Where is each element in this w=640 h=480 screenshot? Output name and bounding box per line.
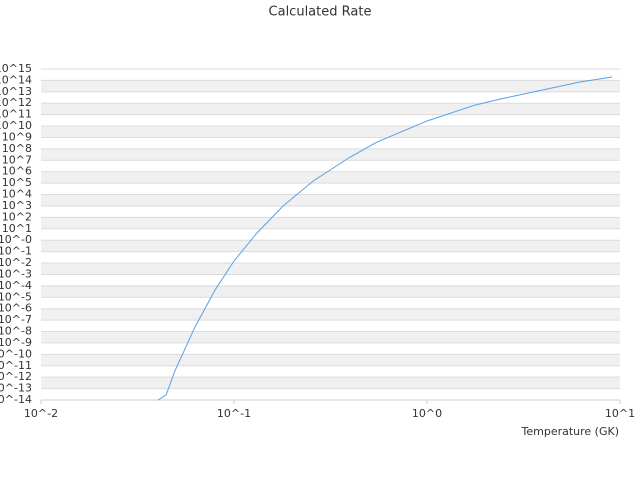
y-tick-label: 10^4 xyxy=(2,188,32,201)
y-tick-label: 10^-0 xyxy=(0,233,32,246)
y-tick-label: 10^-3 xyxy=(0,267,32,280)
grid-band xyxy=(41,377,620,389)
y-tick-label: 10^-13 xyxy=(0,382,32,395)
grid-band xyxy=(41,217,620,229)
y-tick-label: 10^-5 xyxy=(0,290,32,303)
grid-band xyxy=(41,263,620,275)
grid-band xyxy=(41,331,620,343)
y-tick-label: 10^14 xyxy=(0,73,32,86)
grid-band xyxy=(41,194,620,206)
y-tick-label: 10^-10 xyxy=(0,347,32,360)
y-tick-label: 10^12 xyxy=(0,96,32,109)
y-tick-label: 10^-9 xyxy=(0,336,32,349)
y-tick-label: 10^5 xyxy=(2,176,32,189)
y-tick-label: 10^13 xyxy=(0,85,32,98)
y-tick-label: 10^-2 xyxy=(0,256,32,269)
chart-title: Calculated Rate xyxy=(269,5,372,20)
y-tick-label: 10^-14 xyxy=(0,393,32,406)
grid-band xyxy=(41,285,620,298)
y-tick-label: 10^8 xyxy=(2,142,32,155)
x-tick-label: 10^-2 xyxy=(24,407,58,420)
y-tick-label: 10^11 xyxy=(0,108,32,121)
y-tick-label: 10^10 xyxy=(0,119,32,132)
grid-band xyxy=(41,240,620,252)
grid xyxy=(41,68,620,401)
y-tick-label: 10^-6 xyxy=(0,302,32,315)
y-tick-label: 10^-1 xyxy=(0,245,32,258)
x-tick-label: 10^1 xyxy=(605,407,635,420)
y-tick-label: 10^3 xyxy=(2,199,32,212)
y-tick-label: 10^-8 xyxy=(0,325,32,338)
y-tick-label: 10^-12 xyxy=(0,370,32,383)
grid-band xyxy=(41,148,620,161)
y-tick-label: 10^-4 xyxy=(0,279,32,292)
data-line xyxy=(157,76,613,401)
y-tick-label: 10^6 xyxy=(2,165,32,178)
y-tick-label: 10^1 xyxy=(2,222,32,235)
y-tick-label: 10^15 xyxy=(0,62,32,75)
grid-band xyxy=(41,103,620,115)
x-tick-label: 10^0 xyxy=(412,407,442,420)
grid-band xyxy=(41,171,620,184)
grid-band xyxy=(41,80,620,92)
grid-band xyxy=(41,308,620,321)
grid-band xyxy=(41,126,620,138)
y-tick-label: 10^2 xyxy=(2,210,32,223)
grid-band xyxy=(41,354,620,366)
y-tick-label: 10^-7 xyxy=(0,313,32,326)
y-tick-label: 10^-11 xyxy=(0,359,32,372)
y-tick-label: 10^9 xyxy=(2,130,32,143)
x-tick-label: 10^-1 xyxy=(217,407,251,420)
y-tick-label: 10^7 xyxy=(2,153,32,166)
x-axis-title: Temperature (GK) xyxy=(521,425,620,438)
